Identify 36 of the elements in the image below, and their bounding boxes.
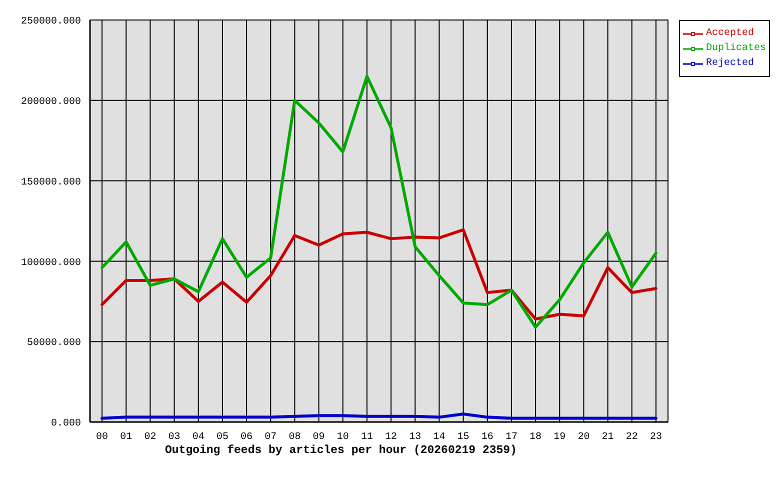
y-tick-label: 100000.000 [20, 258, 81, 269]
x-tick-label: 22 [626, 432, 638, 444]
x-tick-label: 09 [312, 432, 325, 444]
x-tick-label: 10 [336, 432, 349, 444]
x-tick-label: 07 [264, 432, 277, 444]
x-tick-label: 20 [578, 432, 590, 444]
line-series [100, 74, 658, 329]
line-series [100, 228, 658, 321]
x-tick-label: 13 [409, 432, 422, 444]
x-tick-label: 16 [481, 432, 494, 444]
legend-label: Rejected [706, 58, 754, 69]
x-tick-label: 02 [144, 432, 156, 444]
legend-label: Duplicates [706, 43, 766, 54]
x-tick-label: 12 [385, 432, 398, 444]
x-axis-title: Outgoing feeds by articles per hour (20260219 2359) [165, 444, 517, 457]
y-tick-label: 150000.000 [20, 177, 81, 188]
y-tick-label: 0.000 [50, 418, 81, 430]
x-tick-label: 08 [288, 432, 301, 444]
x-tick-label: 14 [433, 432, 446, 444]
x-tick-label: 11 [360, 432, 373, 444]
x-tick-label: 06 [240, 432, 253, 444]
x-tick-label: 05 [216, 432, 228, 444]
x-tick-label: 04 [192, 432, 204, 444]
x-tick-label: 00 [96, 432, 108, 444]
x-tick-label: 15 [457, 432, 470, 444]
y-tick-label: 250000.000 [20, 16, 81, 28]
x-tick-label: 21 [602, 432, 614, 444]
y-tick-label: 200000.000 [20, 96, 81, 108]
x-tick-label: 03 [168, 432, 180, 444]
x-tick-label: 19 [554, 432, 566, 444]
x-tick-label: 23 [650, 432, 662, 444]
x-tick-label: 17 [505, 432, 518, 444]
legend-label: Accepted [706, 28, 754, 39]
x-tick-label: 18 [530, 432, 542, 444]
y-tick-label: 50000.000 [26, 338, 81, 350]
x-tick-label: 01 [120, 432, 132, 444]
